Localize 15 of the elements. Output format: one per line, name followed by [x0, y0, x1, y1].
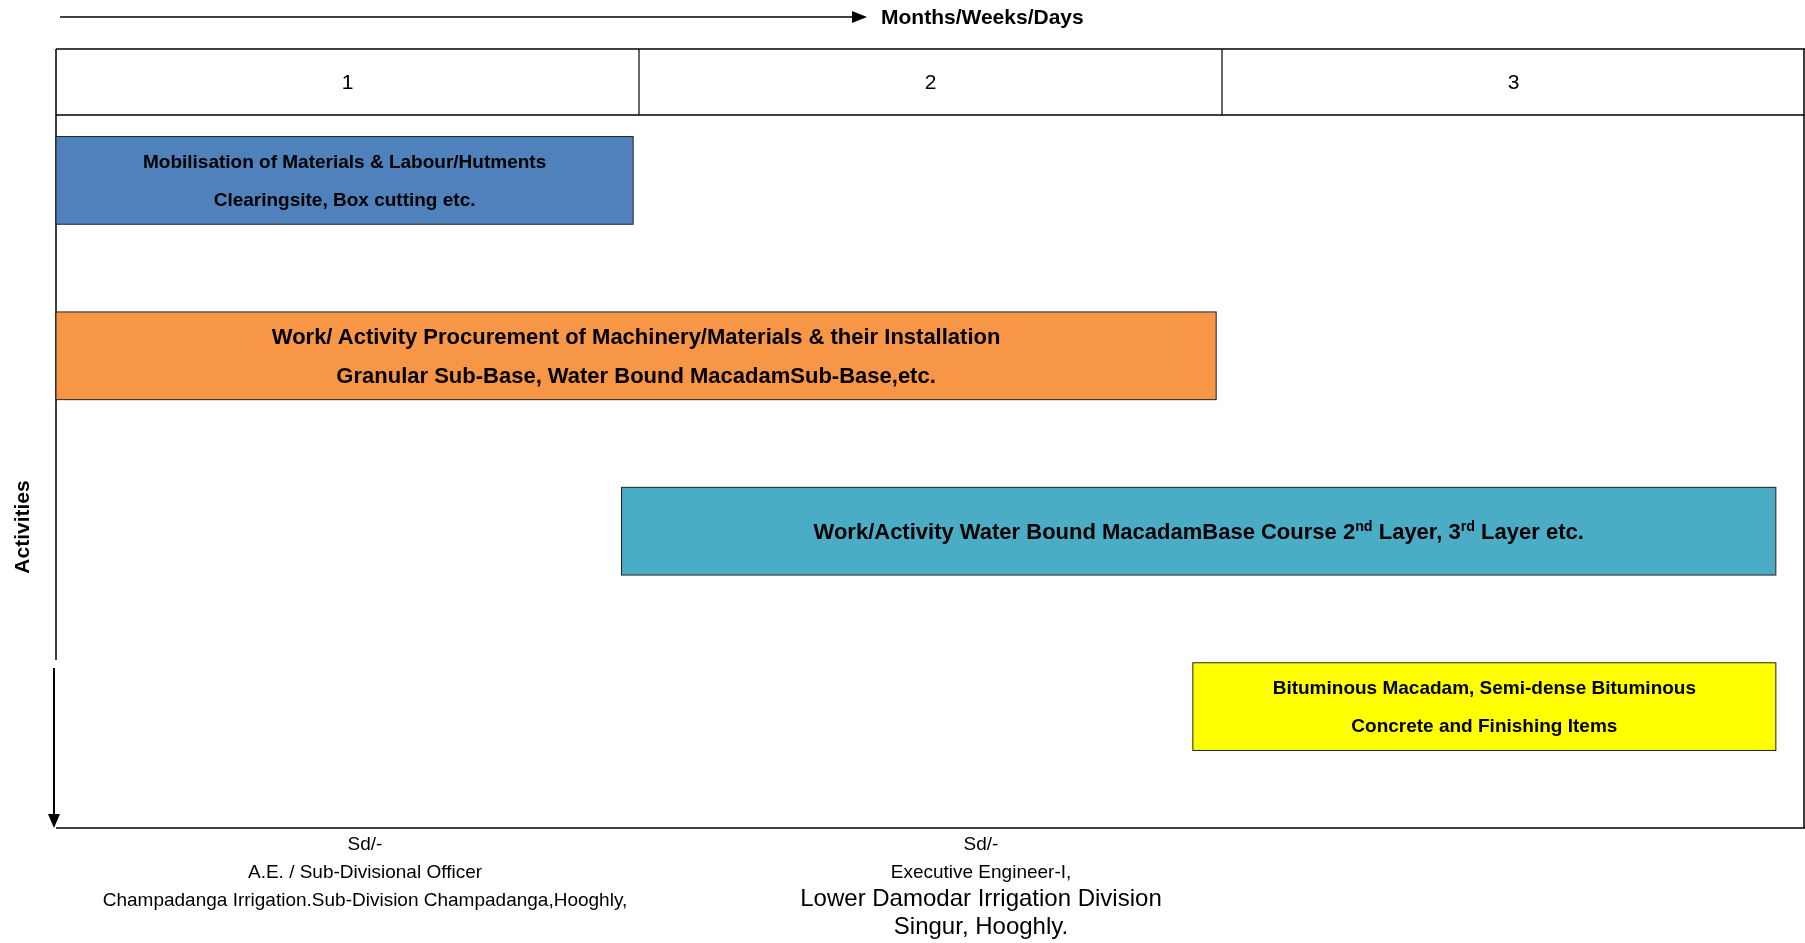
text: Sd/- Executive Engineer-I, Lower Damodar Irrigation Division Singur, Hooghly.: [800, 833, 1162, 939]
text: Sd/- A.E. / Sub-Divisional Officer Champadanga Irrigation.Sub-Division Champadanga,Hooghly,: [102, 833, 628, 910]
y-tick-label: Mobilisation of Materials & Labour/Hutments Clearingsite, Box cutting etc.: [142, 150, 547, 211]
bar: [55, 311, 1217, 401]
y-tick-label: Work/Activity Water Bound MacadamBase Course 2$^{nd}$ Layer, 3$^{rd}$ Layer etc.: [813, 517, 1584, 544]
x-tick-label: 2: [924, 70, 937, 93]
y-tick-label: Bituminous Macadam, Semi-dense Bituminous Concrete and Finishing Items: [1272, 677, 1697, 737]
x-tick-label: 3: [1507, 70, 1520, 93]
x-axis-title: Months/Weeks/Days: [881, 5, 1084, 28]
y-tick-label: Work/ Activity Procurement of Machinery/Materials & their Installation Granular Sub-Base, Water Bound MacadamSub-Base,etc.: [271, 324, 1001, 388]
bar: [621, 486, 1777, 576]
x-tick-label: 1: [341, 70, 354, 93]
y-axis-title: Activities: [10, 480, 33, 574]
bar: [1192, 662, 1777, 751]
bar: [55, 136, 634, 225]
